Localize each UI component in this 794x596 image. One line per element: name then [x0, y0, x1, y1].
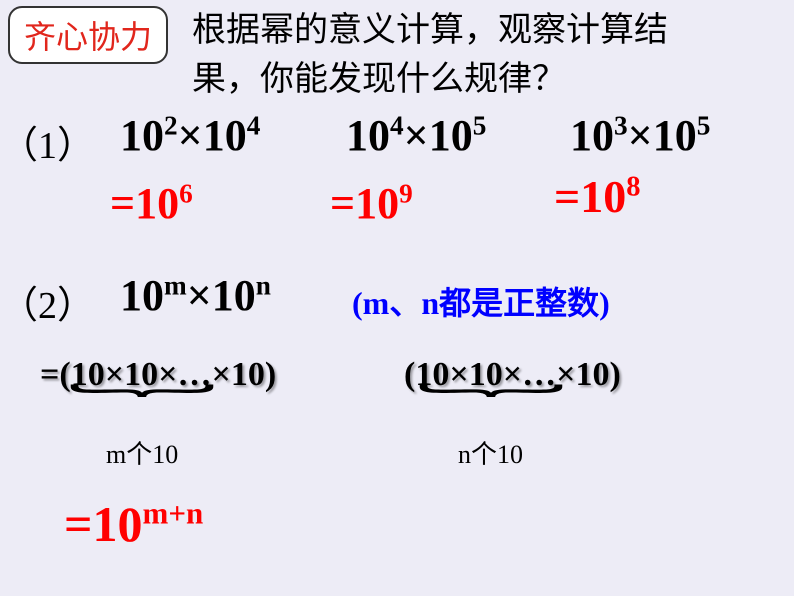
badge-text: 齐心协力 [24, 19, 152, 55]
prompt-line1: 根据幂的意义计算，观察计算结 [192, 2, 668, 51]
brace-right-label: n个10 [458, 434, 523, 471]
brace-right-glyph: ︸ [416, 397, 566, 421]
item2-expr: 10m×10n [120, 270, 271, 321]
item2-result: =10m+n [64, 495, 203, 553]
item2-label: （2） [0, 274, 95, 329]
item1-ans1: =106 [110, 178, 193, 229]
badge-box: 齐心协力 [8, 6, 168, 64]
brace-right: ︸ n个10 [458, 394, 523, 471]
brace-left-label: m个10 [106, 434, 178, 471]
item1-expr2: 104×105 [346, 110, 486, 161]
prompt-block: 根据幂的意义计算，观察计算结 果，你能发现什么规律？ [192, 2, 668, 100]
brace-left: ︸ m个10 [106, 394, 178, 471]
item1-label: （1） [0, 114, 95, 169]
item2-note: (m、n都是正整数) [352, 278, 610, 324]
brace-left-glyph: ︸ [67, 397, 217, 421]
prompt-line2: 果，你能发现什么规律？ [192, 51, 668, 100]
item1-expr1: 102×104 [120, 110, 260, 161]
item1-ans3: =108 [554, 170, 640, 223]
item1-ans2: =109 [330, 178, 413, 229]
item1-expr3: 103×105 [570, 110, 710, 161]
